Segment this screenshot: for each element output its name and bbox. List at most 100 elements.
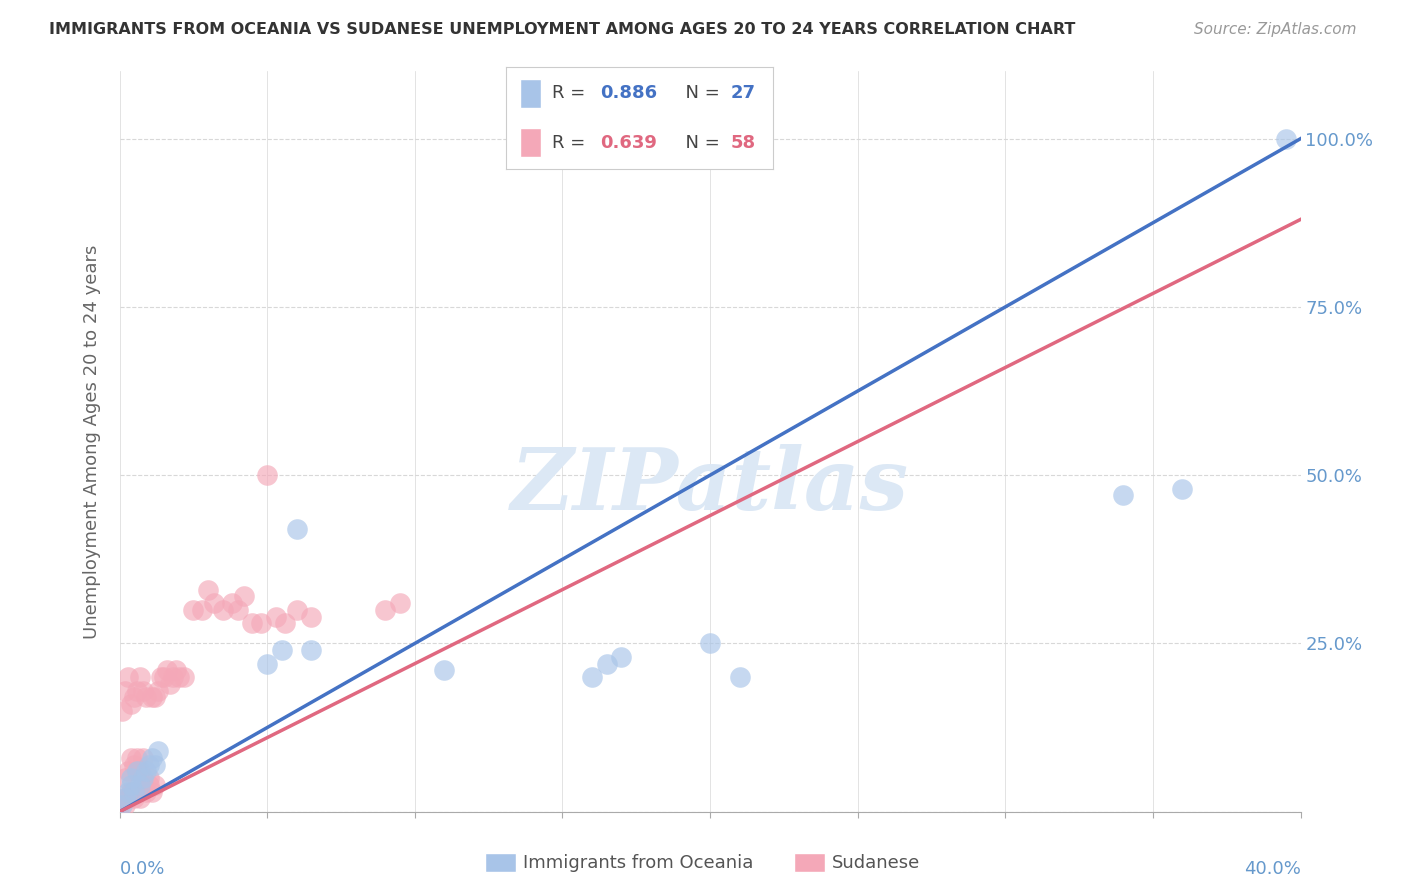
Text: R =: R =: [551, 84, 591, 102]
Point: [129, 791, 152, 805]
Point: [256, 468, 278, 483]
Point: [114, 683, 136, 698]
Point: [135, 764, 157, 779]
Point: [167, 670, 190, 684]
Bar: [520, 128, 541, 157]
Point: [1112, 488, 1135, 502]
Point: [132, 751, 155, 765]
Point: [388, 596, 412, 610]
Point: [197, 582, 219, 597]
Point: [117, 764, 139, 779]
Point: [581, 670, 603, 684]
Point: [256, 657, 278, 671]
Point: [111, 797, 134, 812]
Text: 40.0%: 40.0%: [1244, 860, 1301, 878]
Point: [124, 791, 146, 805]
Point: [270, 643, 294, 657]
Point: [129, 764, 152, 779]
Point: [129, 778, 152, 792]
Point: [127, 751, 149, 765]
Y-axis label: Unemployment Among Ages 20 to 24 years: Unemployment Among Ages 20 to 24 years: [83, 244, 101, 639]
Point: [433, 664, 456, 678]
Point: [120, 784, 142, 798]
Point: [120, 751, 142, 765]
Point: [146, 744, 169, 758]
Point: [117, 670, 139, 684]
Point: [211, 603, 233, 617]
Point: [159, 677, 181, 691]
Point: [301, 643, 323, 657]
Point: [250, 616, 273, 631]
Text: 0.886: 0.886: [599, 84, 657, 102]
Point: [108, 797, 131, 812]
Point: [149, 670, 172, 684]
Point: [374, 603, 396, 617]
Point: [699, 636, 721, 650]
Point: [728, 670, 751, 684]
Point: [301, 609, 323, 624]
Text: N =: N =: [675, 134, 725, 152]
Point: [165, 664, 187, 678]
Point: [596, 657, 619, 671]
Point: [232, 590, 254, 604]
Point: [156, 664, 179, 678]
Point: [127, 683, 149, 698]
Text: Immigrants from Oceania: Immigrants from Oceania: [523, 855, 754, 872]
Text: ZIPatlas: ZIPatlas: [510, 444, 910, 528]
Point: [132, 683, 155, 698]
Point: [242, 616, 264, 631]
Point: [114, 797, 136, 812]
Point: [141, 751, 163, 765]
Point: [1275, 131, 1298, 145]
Point: [129, 670, 152, 684]
Text: 58: 58: [731, 134, 755, 152]
Point: [610, 649, 633, 664]
Point: [285, 522, 308, 536]
Point: [111, 791, 134, 805]
Point: [191, 603, 214, 617]
Point: [162, 670, 184, 684]
Text: 27: 27: [731, 84, 755, 102]
Point: [138, 757, 160, 772]
Point: [183, 603, 205, 617]
Text: Sudanese: Sudanese: [832, 855, 921, 872]
Point: [114, 771, 136, 785]
Point: [226, 603, 249, 617]
Point: [120, 697, 142, 711]
Text: R =: R =: [551, 134, 591, 152]
Point: [143, 690, 166, 705]
Point: [124, 690, 146, 705]
Point: [141, 690, 163, 705]
Point: [127, 784, 149, 798]
Point: [138, 771, 160, 785]
Text: Source: ZipAtlas.com: Source: ZipAtlas.com: [1194, 22, 1357, 37]
Point: [221, 596, 243, 610]
Point: [138, 778, 160, 792]
Text: 0.639: 0.639: [599, 134, 657, 152]
Point: [143, 778, 166, 792]
Point: [124, 757, 146, 772]
Text: N =: N =: [675, 84, 725, 102]
Point: [132, 778, 155, 792]
Point: [264, 609, 287, 624]
Point: [135, 690, 157, 705]
Point: [202, 596, 225, 610]
Point: [274, 616, 297, 631]
Text: 0.0%: 0.0%: [120, 860, 165, 878]
Point: [120, 778, 142, 792]
Point: [124, 784, 146, 798]
Text: IMMIGRANTS FROM OCEANIA VS SUDANESE UNEMPLOYMENT AMONG AGES 20 TO 24 YEARS CORRE: IMMIGRANTS FROM OCEANIA VS SUDANESE UNEM…: [49, 22, 1076, 37]
Point: [141, 784, 163, 798]
Point: [153, 670, 174, 684]
Bar: [520, 79, 541, 108]
Point: [132, 771, 155, 785]
Point: [135, 784, 157, 798]
Point: [1171, 482, 1194, 496]
Point: [111, 704, 134, 718]
Point: [173, 670, 195, 684]
Point: [120, 771, 142, 785]
Point: [285, 603, 308, 617]
Point: [143, 757, 166, 772]
Point: [114, 791, 136, 805]
Point: [117, 784, 139, 798]
